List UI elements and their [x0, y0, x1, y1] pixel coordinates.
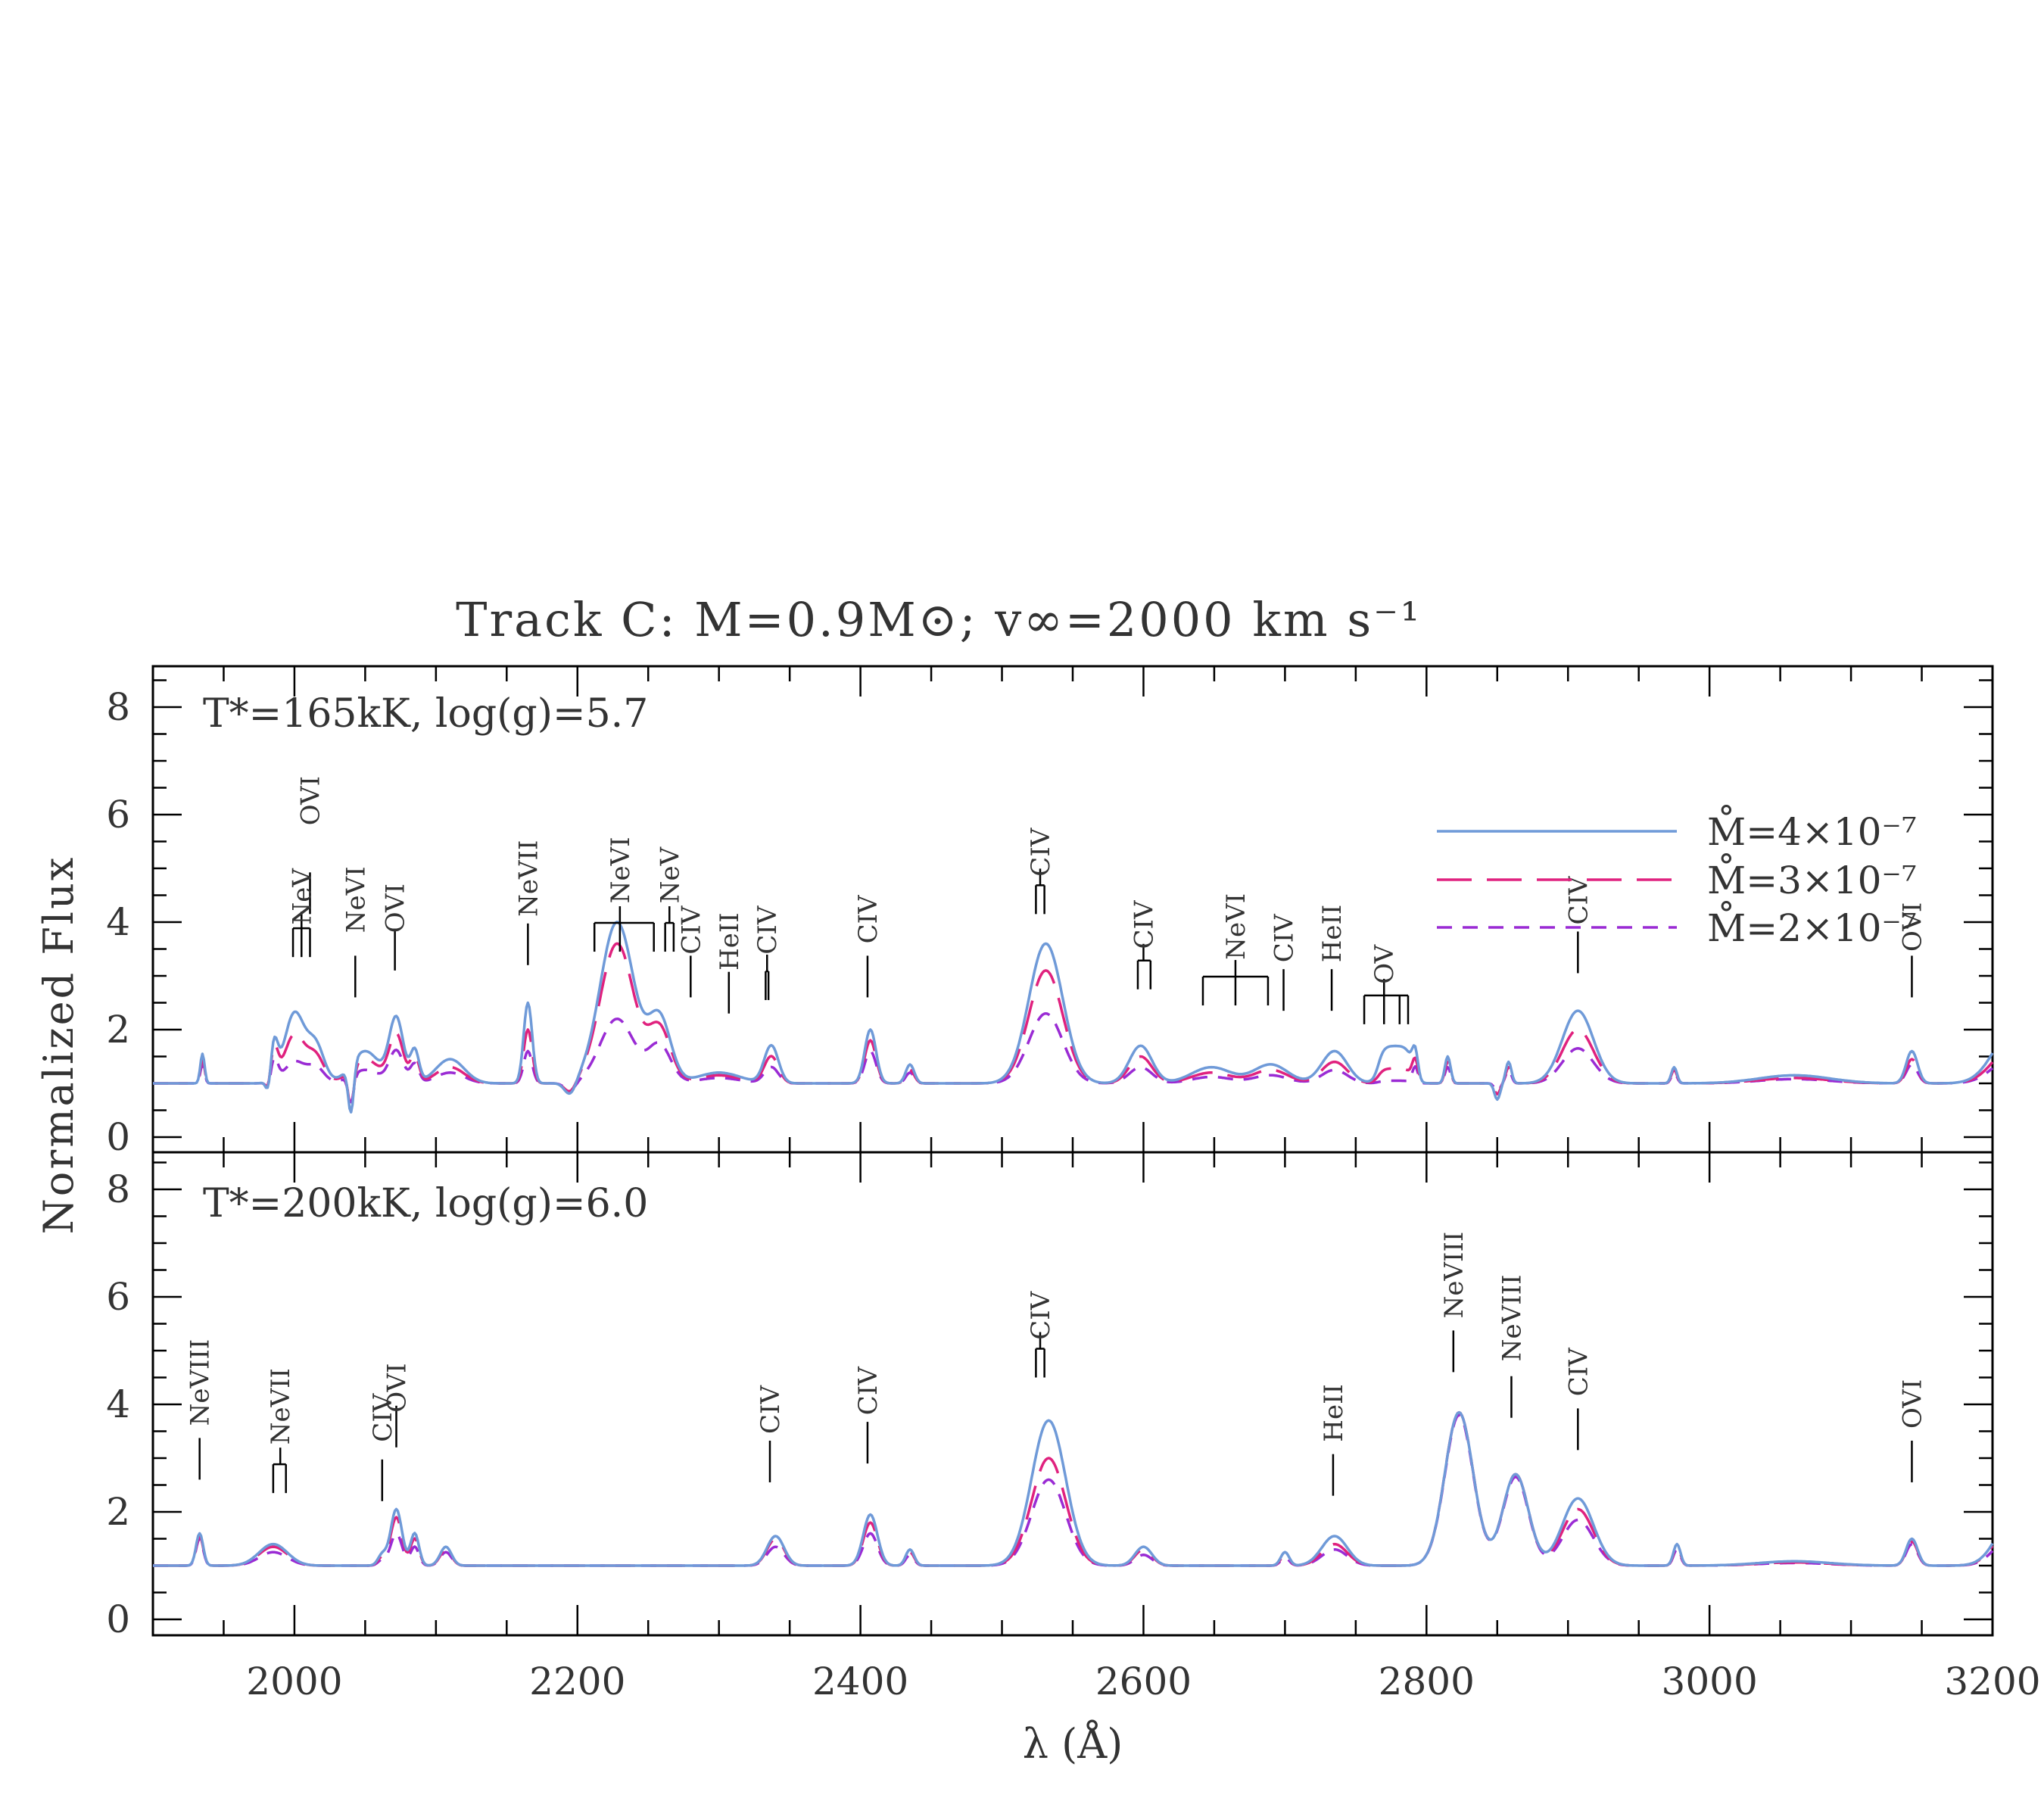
x-tick-label: 3000 [1662, 1660, 1758, 1703]
line-id-label: HeII [1317, 905, 1348, 963]
line-id-label: NeVII [266, 1368, 296, 1444]
line-id-label: CIV [676, 905, 706, 954]
line-id-NeV [664, 906, 675, 952]
y-tick-label: 0 [106, 1597, 130, 1641]
y-tick-label: 0 [106, 1115, 130, 1159]
line-id-label: CIV [1563, 875, 1594, 924]
line-id-label: CIV [368, 1392, 398, 1441]
y-tick-label: 2 [106, 1490, 130, 1534]
series-line-magenta-panel-2 [153, 1410, 1994, 1567]
y-tick-label: 6 [106, 793, 130, 837]
series-line-magenta-panel-1 [153, 942, 1994, 1108]
series-line-purple-panel-2 [153, 1413, 1994, 1567]
line-id-label: OVI [296, 776, 326, 825]
x-tick-label: 2800 [1379, 1660, 1475, 1703]
line-id-NeVI [1201, 960, 1270, 1006]
y-tick-label: 8 [106, 685, 130, 729]
line-id-NeV [291, 912, 311, 958]
line-id-label: NeV [655, 846, 685, 903]
panel-label: T*=165kK, log(g)=5.7 [203, 691, 648, 737]
line-id-CIV [1035, 1332, 1045, 1378]
x-tick-label: 2600 [1095, 1660, 1192, 1703]
chart-title: Track C: M=0.9M⊙; v∞=2000 km s⁻¹ [456, 592, 1422, 647]
line-id-label: NeVIII [185, 1339, 216, 1426]
line-id-label: NeVI [1221, 893, 1251, 960]
line-id-label: NeVII [513, 840, 544, 917]
line-id-label: OVI [381, 884, 411, 933]
x-tick-label: 2200 [529, 1660, 625, 1703]
y-tick-label: 4 [106, 900, 130, 944]
line-id-label: NeVIII [1497, 1274, 1528, 1361]
line-id-label: CIV [1270, 913, 1300, 962]
y-tick-label: 8 [106, 1167, 130, 1211]
line-id-label: NeVI [341, 866, 371, 933]
line-id-OV [1363, 978, 1410, 1024]
line-id-CIV [765, 954, 770, 1000]
series-line-blue-panel-2 [153, 1410, 1994, 1567]
series-line-purple-panel-1 [153, 1011, 1994, 1104]
x-tick-label: 2000 [246, 1660, 342, 1703]
line-id-label: NeV [287, 868, 317, 925]
line-id-label: CIV [1026, 827, 1056, 876]
line-id-label: OV [1369, 943, 1400, 983]
line-id-CIV [1035, 868, 1045, 915]
y-tick-label: 4 [106, 1382, 130, 1426]
x-tick-label: 2400 [812, 1660, 908, 1703]
line-id-label: HeII [1319, 1384, 1349, 1442]
line-id-label: OVI [1898, 902, 1928, 952]
line-id-label: CIV [853, 1366, 883, 1415]
line-id-NeVII [272, 1448, 287, 1494]
line-id-label: CIV [752, 905, 783, 954]
y-tick-label: 6 [106, 1275, 130, 1319]
x-tick-label: 3200 [1944, 1660, 2040, 1703]
line-id-CIV [1136, 943, 1152, 989]
line-id-label: CIV [1129, 899, 1160, 949]
panel-label: T*=200kK, log(g)=6.0 [203, 1181, 648, 1226]
line-id-label: HeII [715, 912, 745, 971]
line-id-label: CIV [1563, 1347, 1594, 1396]
legend-label: M̊=3×10⁻⁷ [1707, 852, 1917, 902]
y-axis-label: Normalized Flux [35, 855, 83, 1235]
x-axis-label: λ (Å) [1023, 1719, 1123, 1768]
y-tick-label: 2 [106, 1008, 130, 1052]
series-line-blue-panel-1 [153, 921, 1994, 1114]
line-id-NeVI [593, 906, 655, 952]
line-id-label: OVI [1898, 1379, 1928, 1429]
line-id-label: CIV [853, 894, 883, 943]
line-id-label: OVI [382, 1363, 413, 1412]
line-id-label: CIV [756, 1385, 786, 1434]
line-id-label: NeVI [606, 837, 636, 903]
legend-label: M̊=4×10⁻⁷ [1707, 804, 1917, 854]
legend-label: M̊=2×10⁻⁷ [1707, 900, 1917, 950]
line-id-label: NeVIII [1439, 1232, 1469, 1319]
line-id-label: CIV [1026, 1290, 1056, 1339]
